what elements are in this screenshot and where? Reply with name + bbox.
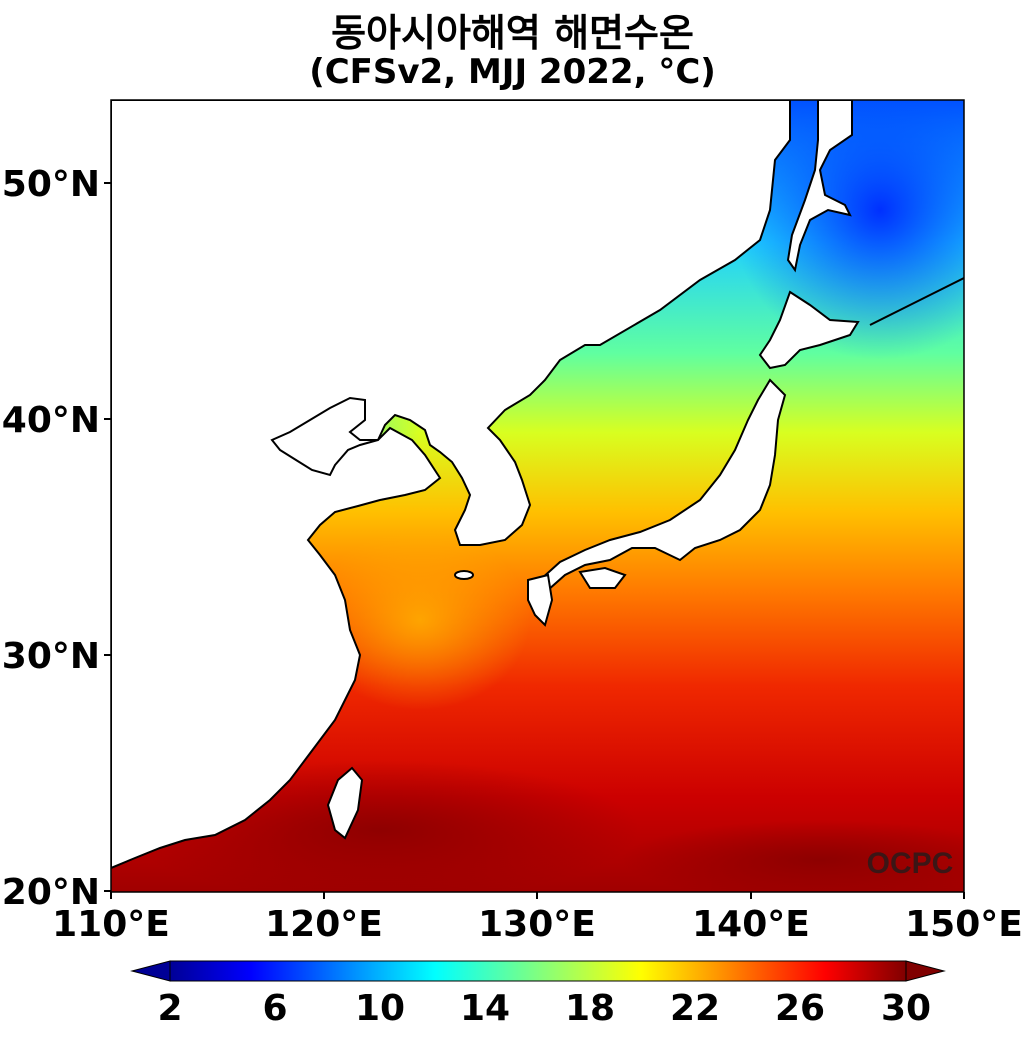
- land-asia: [111, 100, 791, 870]
- axis-tick-marks: [104, 182, 965, 899]
- y-tick-label: 50°N: [1, 164, 100, 205]
- colorbar-tick-label: 6: [262, 988, 288, 1029]
- colorbar-tick-label: 26: [774, 988, 826, 1029]
- y-tick-label: 30°N: [1, 636, 100, 677]
- y-tick-label: 40°N: [1, 400, 100, 441]
- x-tick-label: 120°E: [265, 904, 383, 945]
- land-sakhalin: [786, 100, 853, 273]
- colorbar-tick-label: 22: [669, 988, 721, 1029]
- map-subtitle: (CFSv2, MJJ 2022, °C): [309, 52, 716, 92]
- x-tick-label: 110°E: [52, 904, 170, 945]
- land-kurils: [869, 277, 964, 326]
- x-tick-label: 150°E: [905, 904, 1023, 945]
- land-shikoku: [578, 566, 627, 589]
- land-taiwan: [326, 766, 364, 840]
- colorbar-tick-label: 18: [564, 988, 616, 1029]
- land-jeju: [454, 570, 474, 580]
- map-title: 동아시아해역 해면수온: [331, 11, 694, 55]
- x-tick-label: 140°E: [692, 904, 810, 945]
- colorbar-tick-label: 30: [880, 988, 932, 1029]
- colorbar-tick-label: 2: [157, 988, 183, 1029]
- land-masses: [111, 100, 964, 870]
- colorbar-tick-label: 10: [354, 988, 406, 1029]
- colorbar-tick-label: 14: [459, 988, 511, 1029]
- colorbar: [130, 960, 946, 982]
- land-hokkaido: [758, 290, 860, 370]
- x-tick-label: 130°E: [478, 904, 596, 945]
- ocpc-watermark: OCPC: [867, 847, 954, 880]
- land-kyushu: [527, 573, 554, 627]
- y-tick-label: 20°N: [1, 872, 100, 913]
- land-honshu: [538, 378, 787, 592]
